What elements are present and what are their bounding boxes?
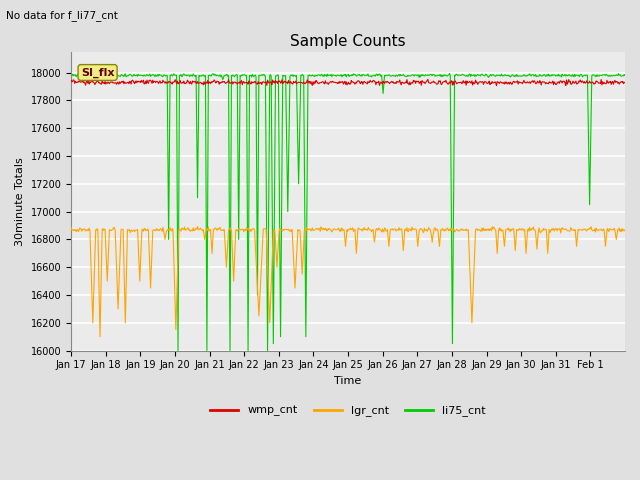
Y-axis label: 30minute Totals: 30minute Totals [15,157,25,246]
Text: No data for f_li77_cnt: No data for f_li77_cnt [6,10,118,21]
X-axis label: Time: Time [335,376,362,386]
Legend: wmp_cnt, lgr_cnt, li75_cnt: wmp_cnt, lgr_cnt, li75_cnt [206,401,490,421]
Text: SI_flx: SI_flx [81,67,115,78]
Title: Sample Counts: Sample Counts [291,34,406,49]
